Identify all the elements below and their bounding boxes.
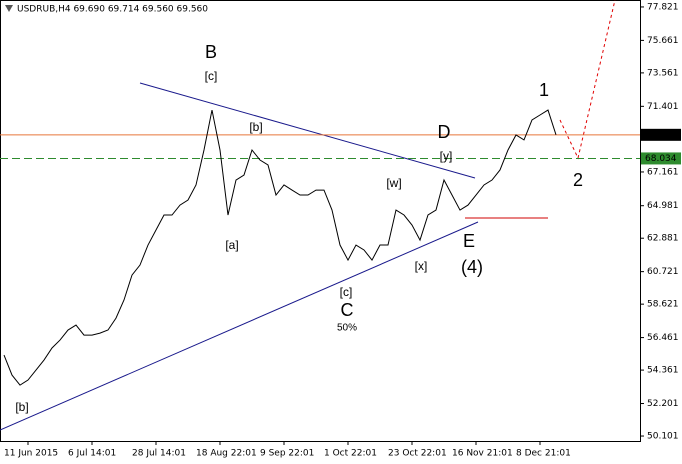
- y-tick-label: 62.881: [647, 234, 679, 244]
- x-tick-label: 23 Oct 22:01: [388, 449, 447, 459]
- trend-line: [0, 221, 479, 431]
- x-tick-label: 28 Jul 14:01: [132, 449, 186, 459]
- wave-label: C: [341, 300, 354, 320]
- y-tick-label: 58.621: [647, 300, 679, 310]
- y-tick-label: 73.561: [647, 68, 679, 78]
- wave-label: [b]: [15, 400, 28, 414]
- symbol-icon: [5, 5, 13, 12]
- price-line: [3, 109, 557, 386]
- x-tick-label: 9 Sep 22:01: [260, 449, 314, 459]
- level-label: 68.034: [645, 154, 677, 164]
- wave-label: [c]: [205, 69, 218, 83]
- x-tick-label: 8 Dec 21:01: [516, 449, 571, 459]
- wave-label: [x]: [415, 259, 428, 273]
- wave-label: D: [438, 122, 451, 142]
- y-tick-label: 54.361: [647, 366, 679, 376]
- wave-label: [c]: [340, 285, 353, 299]
- x-tick-label: 11 Jun 2015: [4, 449, 58, 459]
- wave-label: [y]: [440, 149, 453, 163]
- wave-label: 1: [539, 80, 549, 100]
- x-tick-label: 18 Aug 22:01: [196, 449, 257, 459]
- wave-label: [b]: [249, 120, 262, 134]
- x-tick-label: 6 Jul 14:01: [68, 449, 116, 459]
- chart-title: USDRUB,H4 69.690 69.714 69.560 69.560: [17, 5, 208, 15]
- y-tick-label: 71.401: [647, 102, 679, 112]
- plot-frame: [0, 0, 641, 442]
- x-tick-label: 1 Oct 22:01: [324, 449, 377, 459]
- y-tick-label: 52.201: [647, 399, 679, 409]
- y-tick-label: 64.981: [647, 201, 679, 211]
- y-tick-label: 56.461: [647, 333, 679, 343]
- level-label-box: [641, 152, 681, 165]
- wave-label: B: [205, 42, 217, 62]
- y-tick-label: 77.821: [647, 2, 679, 12]
- wave-label: E: [463, 231, 475, 251]
- x-tick-label: 16 Nov 21:01: [452, 449, 513, 459]
- trend-line: [139, 82, 476, 179]
- level-label: 69.560: [645, 130, 677, 140]
- wave-label: [w]: [386, 176, 401, 190]
- y-tick-label: 50.101: [647, 432, 679, 442]
- wave-label: (4): [461, 257, 483, 277]
- wave-label: 2: [573, 170, 583, 190]
- wave-label: [a]: [225, 238, 238, 252]
- wave-label: 50%: [337, 323, 357, 334]
- y-tick-label: 75.661: [647, 36, 679, 46]
- y-tick-label: 67.161: [647, 167, 679, 177]
- level-label-box: [641, 128, 681, 141]
- y-tick-label: 60.721: [647, 267, 679, 277]
